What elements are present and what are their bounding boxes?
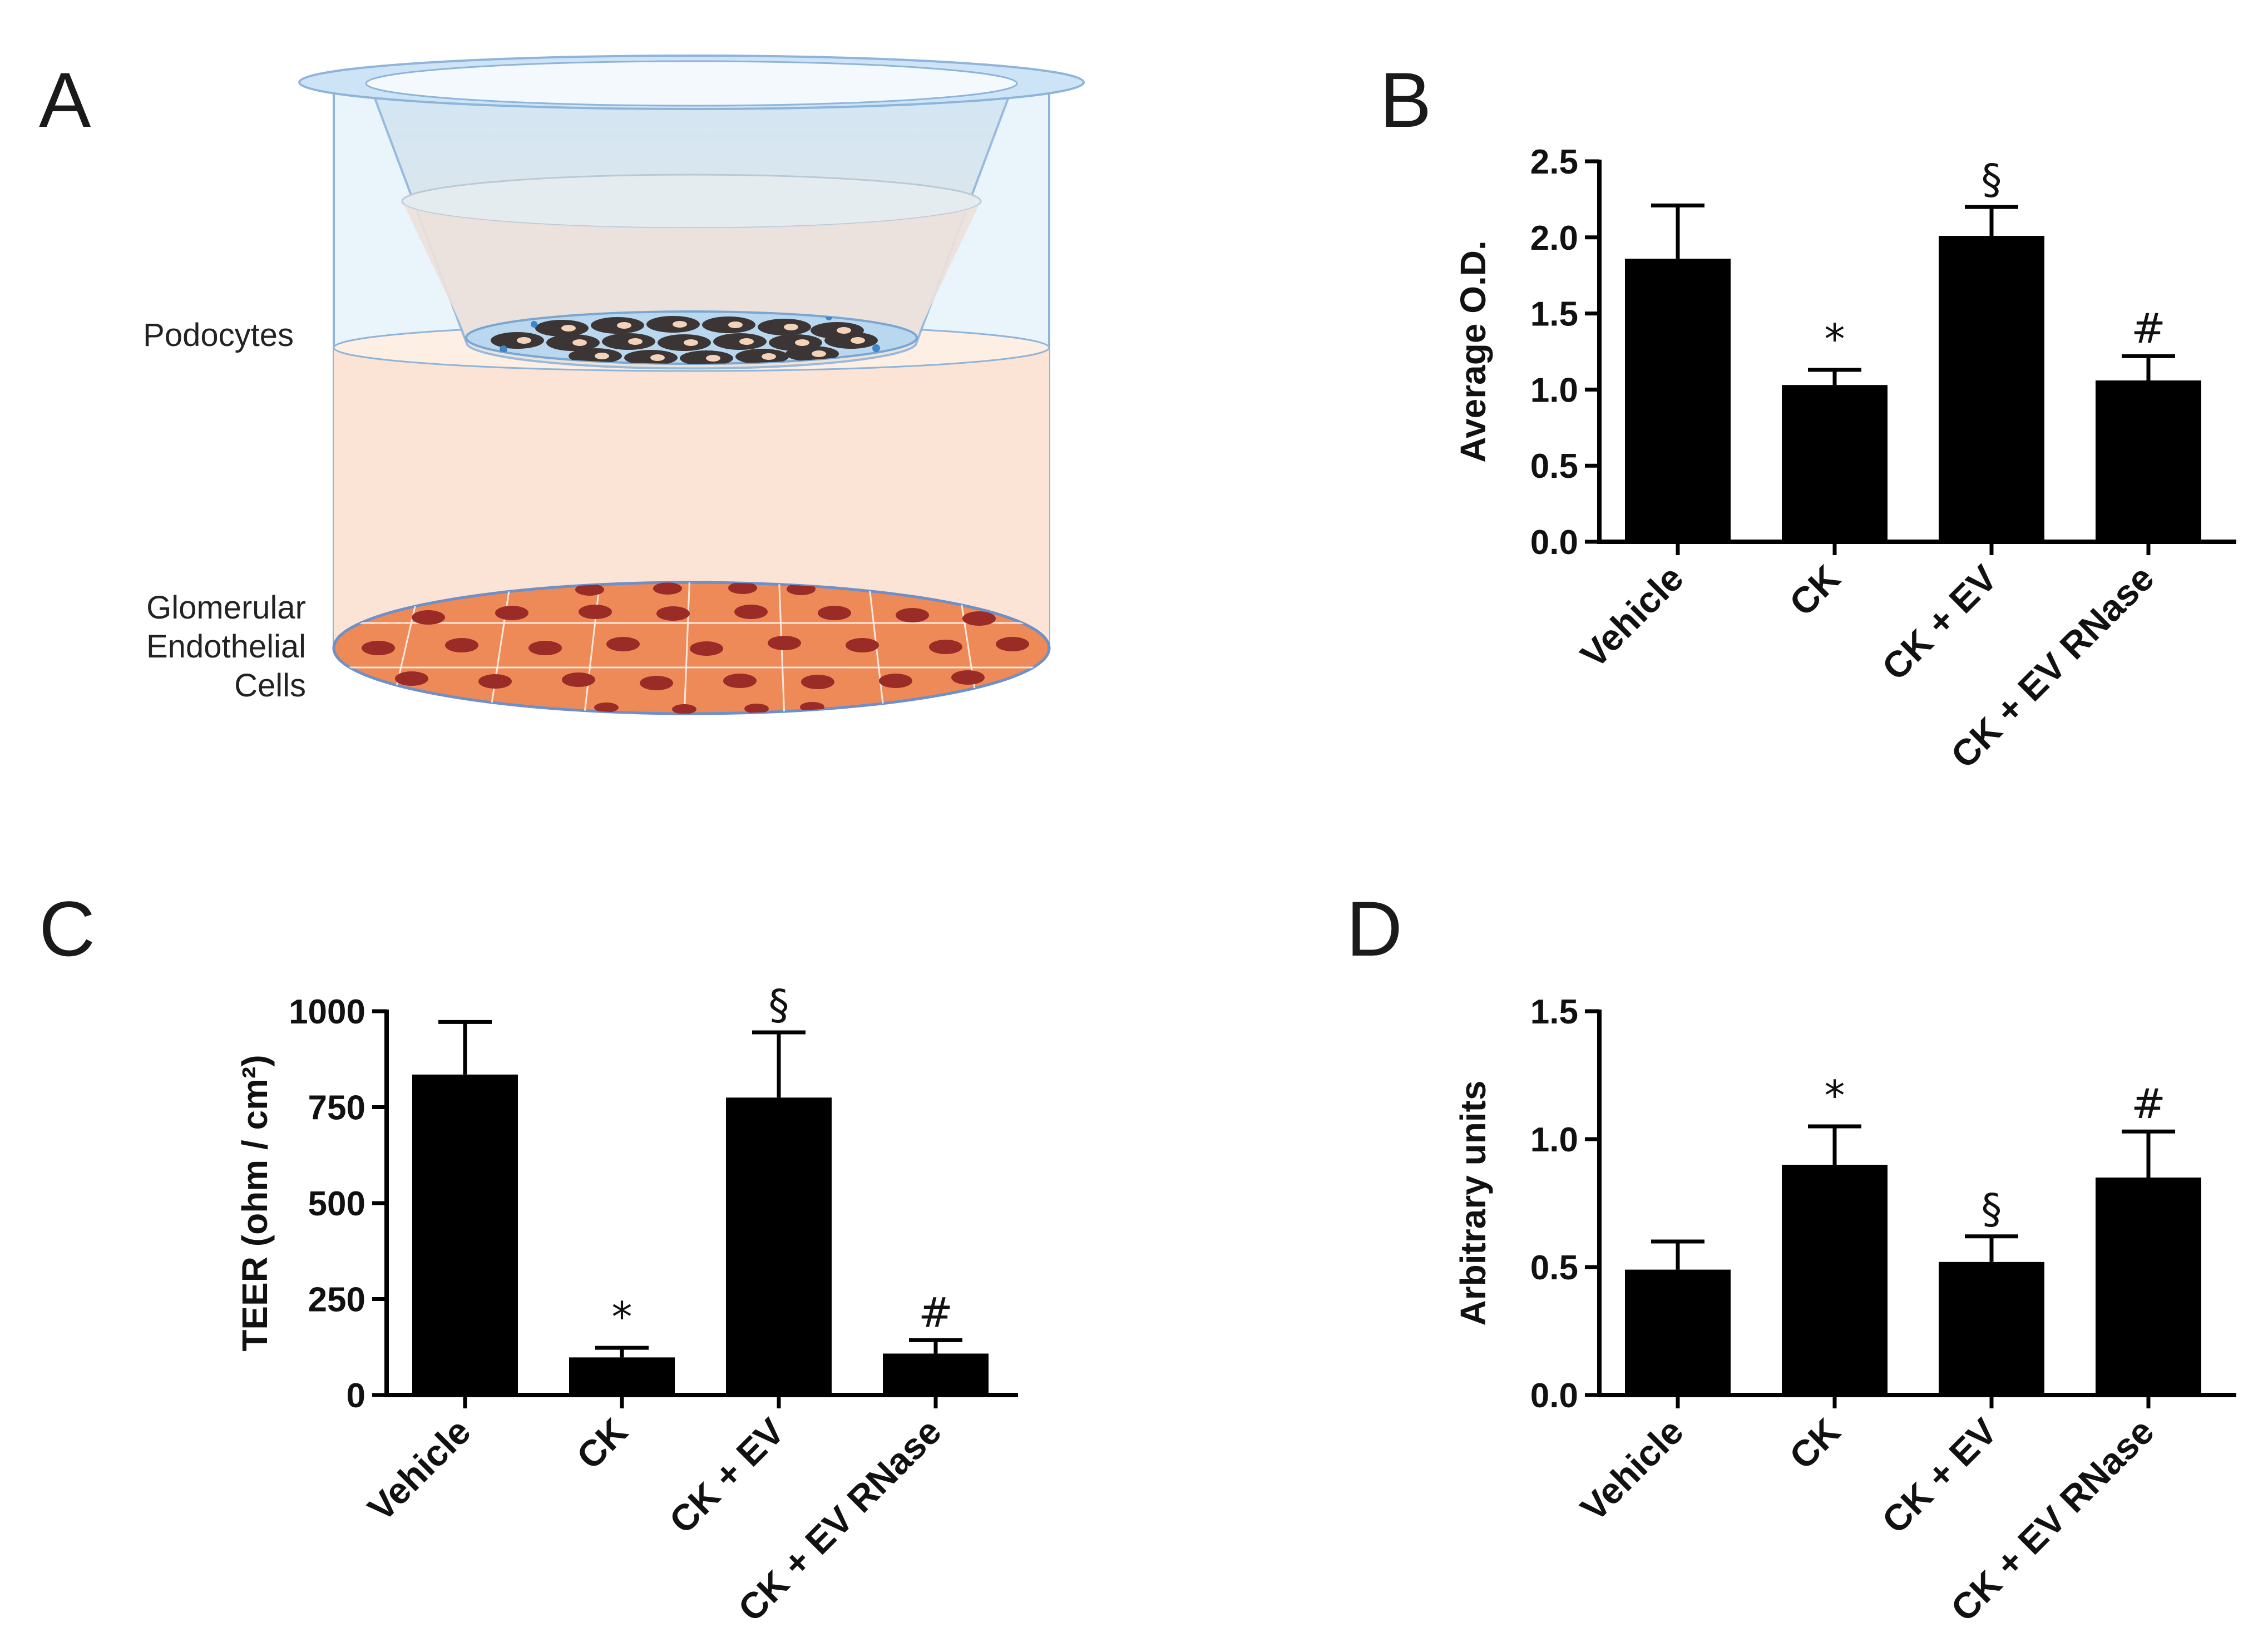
chart-b: 0.0 0.5 1.0 1.5 2.0 2.5 Average O.D. Vehicle * CK… <box>1453 143 2236 776</box>
endothelial-label-line-2: Endothelial <box>146 629 306 665</box>
endothelial-label-line-3: Cells <box>234 667 306 704</box>
panel-letter-b: B <box>1380 56 1431 144</box>
chart-d-bar <box>2096 1178 2201 1395</box>
chart-c-significance-marker: # <box>918 1289 953 1337</box>
chart-d-bar <box>1782 1165 1888 1395</box>
chart-c-bar <box>569 1357 675 1395</box>
chart-b-ytick-label: 0.5 <box>1530 447 1578 486</box>
chart-d-ytick-label: 1.0 <box>1530 1121 1578 1159</box>
chart-d-significance-marker: * <box>1825 1072 1845 1120</box>
chart-b-ytick-label: 1.5 <box>1530 295 1578 334</box>
chart-d-significance-marker: § <box>1982 1185 2002 1233</box>
chart-c-bar <box>726 1097 832 1395</box>
chart-b-bar <box>1782 385 1888 542</box>
panel-letter-c: C <box>39 885 95 972</box>
chart-b-bar <box>1625 259 1731 542</box>
podocytes-label: Podocytes <box>143 317 294 353</box>
panel-letter-d: D <box>1346 885 1402 972</box>
chart-c-significance-marker: * <box>612 1293 633 1341</box>
insert-medium-surface <box>401 174 982 229</box>
chart-c-bar <box>883 1353 989 1395</box>
chart-d-bar <box>1625 1269 1731 1395</box>
chart-b-ytick-label: 2.0 <box>1530 219 1578 258</box>
chart-d-category-label: CK + EV <box>1874 1411 2005 1541</box>
chart-c-ytick-label: 0 <box>347 1377 365 1415</box>
chart-d-ytick-label: 1.5 <box>1530 993 1578 1031</box>
chart-c-ytick-label: 250 <box>308 1281 365 1319</box>
chart-b-significance-marker: * <box>1825 315 1845 363</box>
podocyte-cells <box>491 314 880 364</box>
chart-b-category-label: CK + EV <box>1874 557 2005 688</box>
chart-d-significance-marker: # <box>2131 1080 2166 1128</box>
chart-d-ytick-label: 0.5 <box>1530 1249 1578 1287</box>
chart-d: 0.0 0.5 1.0 1.5 Arbitrary units Vehicle * CK § CK… <box>1453 993 2236 1629</box>
chart-c-bar <box>412 1074 518 1395</box>
chart-c-ytick-label: 500 <box>308 1185 365 1223</box>
insert-opening <box>365 60 1018 107</box>
chart-c-category-label: Vehicle <box>360 1411 478 1529</box>
transwell-schematic: Podocytes Glomerular Endothelial Cells <box>143 55 1085 715</box>
chart-d-bar <box>1939 1262 2044 1395</box>
chart-d-category-label: Vehicle <box>1573 1411 1691 1529</box>
endothelial-label-line-1: Glomerular <box>146 590 306 626</box>
chart-b-bar <box>1939 236 2044 542</box>
chart-b-category-label: Vehicle <box>1573 557 1691 676</box>
chart-c-category-label: CK + EV <box>661 1411 792 1541</box>
endothelial-nuclei <box>362 582 1029 714</box>
chart-c-ytick-label: 1000 <box>289 993 365 1031</box>
chart-b-significance-marker: # <box>2131 305 2166 353</box>
chart-d-y-axis-label: Arbitrary units <box>1453 1081 1493 1326</box>
chart-b-significance-marker: § <box>1982 156 2002 204</box>
panel-letter-a: A <box>39 56 91 144</box>
chart-b-ytick-label: 1.0 <box>1530 371 1578 409</box>
chart-b-ytick-label: 0.0 <box>1530 523 1578 562</box>
chart-c: 0 250 500 750 1000 TEER (ohm / cm²) Vehicle * CK… <box>235 981 1018 1629</box>
chart-d-category-label: CK <box>1781 1410 1848 1477</box>
chart-c-significance-marker: § <box>769 981 789 1029</box>
chart-c-category-label: CK <box>569 1410 635 1477</box>
chart-b-category-label: CK <box>1781 557 1848 624</box>
chart-b-y-axis-label: Average O.D. <box>1453 240 1493 463</box>
podocyte-layer <box>465 310 918 365</box>
chart-d-ytick-label: 0.0 <box>1530 1377 1578 1415</box>
chart-c-ytick-label: 750 <box>308 1089 365 1127</box>
chart-b-bar <box>2096 380 2201 542</box>
chart-b-ytick-label: 2.5 <box>1530 143 1578 181</box>
chart-c-y-axis-label: TEER (ohm / cm²) <box>235 1055 275 1351</box>
